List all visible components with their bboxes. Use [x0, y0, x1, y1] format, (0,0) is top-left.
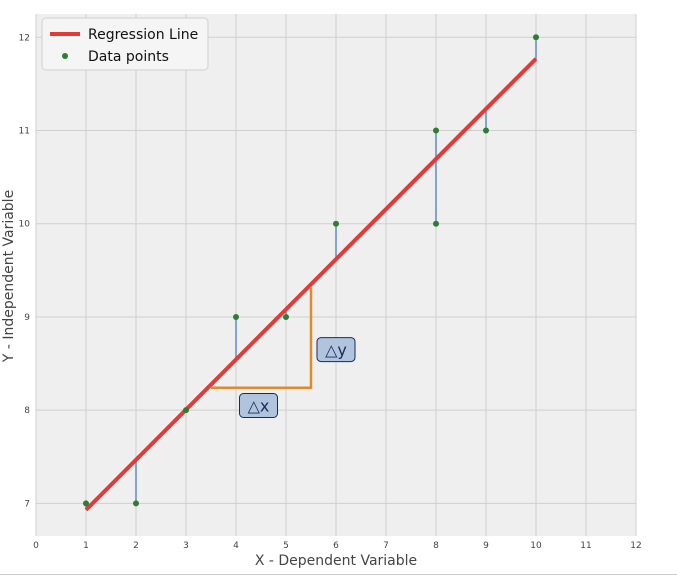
data-point-5 — [333, 220, 339, 227]
data-point-3 — [233, 313, 239, 320]
x-tick-11: 11 — [580, 541, 591, 551]
legend-regression-label: Regression Line — [88, 27, 198, 43]
data-points-group — [83, 34, 539, 507]
x-tick-1: 1 — [83, 541, 89, 551]
dx-label: △x — [248, 397, 270, 416]
regression-line — [84, 57, 538, 512]
data-point-7 — [433, 220, 439, 227]
dy-label-box — [316, 337, 356, 363]
y-tick-8: 8 — [24, 406, 30, 416]
y-axis-label: Y - Independent Variable — [1, 190, 17, 363]
bottom-divider — [0, 574, 677, 575]
x-axis-label: X - Dependent Variable — [255, 553, 417, 569]
slope-triangle — [211, 287, 313, 390]
y-tick-9: 9 — [24, 313, 30, 323]
legend-box — [41, 17, 209, 71]
data-point-8 — [483, 127, 489, 134]
y-tick-12: 12 — [19, 33, 30, 43]
data-point-6 — [433, 127, 439, 134]
legend: Regression Line Data points — [41, 17, 209, 71]
regression-line-group — [84, 57, 538, 512]
y-tick-labels: 7 8 9 10 11 12 — [19, 33, 31, 509]
dx-label-box — [239, 393, 278, 418]
x-tick-8: 8 — [433, 541, 439, 551]
data-point-0 — [83, 500, 89, 507]
x-tick-12: 12 — [630, 541, 641, 551]
y-tick-7: 7 — [24, 499, 30, 509]
x-tick-3: 3 — [183, 541, 189, 551]
y-tick-11: 11 — [19, 127, 30, 137]
x-tick-0: 0 — [33, 541, 39, 551]
dy-label: △y — [325, 341, 347, 360]
x-tick-5: 5 — [283, 541, 289, 551]
data-point-1 — [133, 500, 139, 507]
slope-triangle-legs — [211, 287, 313, 390]
x-tick-labels: 0 1 2 3 4 5 6 7 8 9 10 11 12 — [33, 541, 642, 551]
annotation-labels: △x △y — [239, 337, 356, 418]
y-tick-10: 10 — [19, 220, 31, 230]
legend-data-points-swatch — [62, 53, 68, 59]
x-tick-4: 4 — [233, 541, 239, 551]
legend-data-points-label: Data points — [88, 49, 169, 65]
data-point-9 — [533, 34, 539, 41]
x-tick-2: 2 — [133, 541, 139, 551]
x-tick-6: 6 — [333, 541, 339, 551]
x-tick-9: 9 — [483, 541, 489, 551]
x-tick-7: 7 — [383, 541, 389, 551]
data-point-2 — [183, 407, 189, 414]
data-point-4 — [283, 313, 289, 320]
x-tick-10: 10 — [530, 541, 542, 551]
